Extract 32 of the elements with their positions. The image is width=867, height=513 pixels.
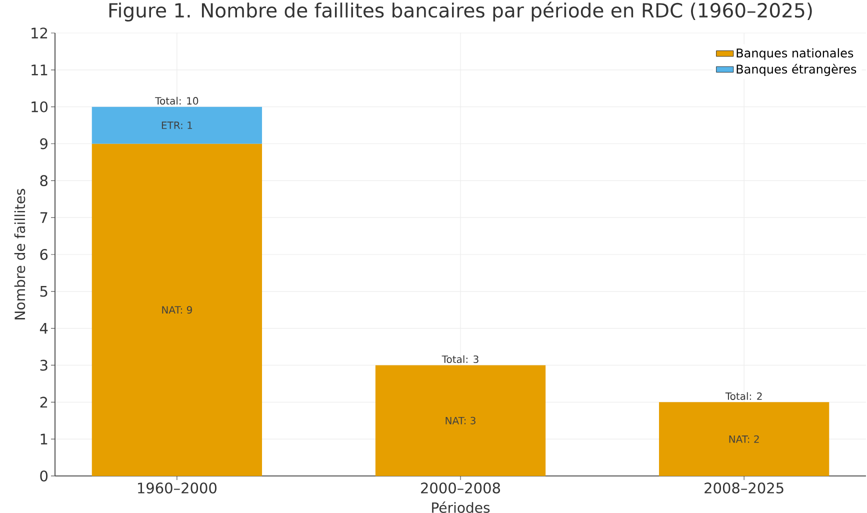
data-label: NAT: 3 [446, 416, 476, 424]
total-label: Total: 3 [442, 355, 478, 364]
y-tick-label: 6 [40, 248, 48, 260]
bar [92, 144, 262, 476]
y-tick-label: 8 [40, 175, 48, 186]
x-axis-title: Périodes [432, 502, 490, 513]
y-tick-label: 5 [40, 286, 48, 297]
legend-label: Banques nationales [736, 48, 854, 60]
x-tick-label: 2000–2008 [421, 482, 500, 494]
y-tick-label: 3 [40, 360, 48, 371]
y-tick-label: 2 [40, 396, 48, 408]
bar [375, 365, 546, 476]
y-tick-label: 12 [32, 28, 48, 38]
y-tick-label: 9 [40, 138, 48, 150]
bar [92, 106, 262, 144]
bar [659, 402, 830, 476]
y-tick-label: 7 [40, 212, 48, 223]
total-label: Total: 2 [725, 392, 762, 400]
data-label: NAT: 2 [729, 435, 759, 443]
chart-title: Figure 1. Nombre de faillites bancaires par période en RDC (1960–2025) [109, 2, 812, 22]
legend-label: Banques étrangères [736, 64, 856, 76]
y-tick-label: 1 [40, 434, 48, 444]
y-tick-label: 11 [32, 64, 48, 76]
x-tick-label: 2008–2025 [704, 482, 784, 494]
total-label: Total: 10 [155, 96, 198, 105]
data-label: NAT: 9 [162, 306, 192, 314]
y-tick-label: 4 [40, 323, 48, 334]
y-axis-title: Nombre de faillites [14, 188, 26, 320]
data-label: ETR: 1 [162, 122, 192, 129]
y-tick-label: 10 [32, 101, 48, 112]
y-tick-label: 0 [40, 470, 48, 482]
x-tick-label: 1960–2000 [138, 482, 216, 494]
